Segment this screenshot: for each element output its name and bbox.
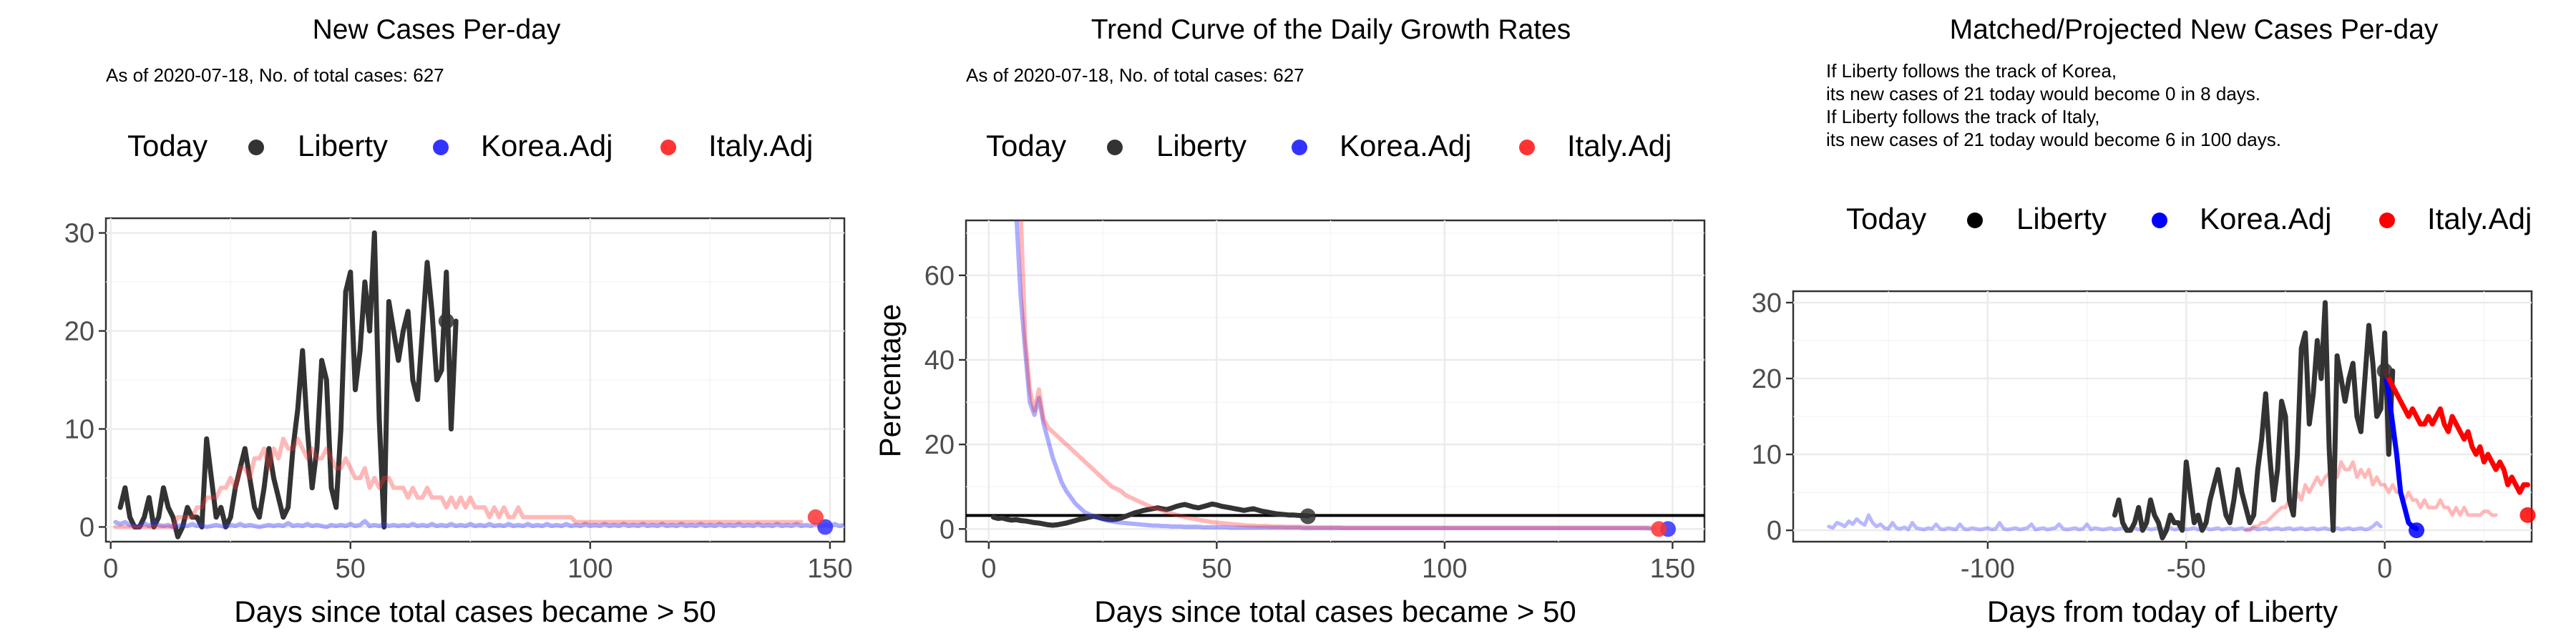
legend-label-korea: Korea.Adj [2200,202,2331,235]
y-tick-label: 10 [1752,440,1782,470]
legend-key-korea [2152,213,2167,228]
x-tick-label: 50 [1201,554,1231,584]
legend-key-liberty [1107,140,1123,155]
y-tick-label: 20 [64,317,94,347]
legend-key-italy [660,140,676,155]
series-line-italy-adj-italy [1018,220,1657,530]
subtitle-line: If Liberty follows the track of Korea, [1826,60,2117,82]
legend-label-italy: Italy.Adj [708,129,813,162]
legend: Today Liberty Korea.Adj Italy.Adj [1846,202,2532,235]
y-tick-label: 20 [1752,364,1782,394]
chart-title: Matched/Projected New Cases Per-day [1950,14,2439,45]
chart-subtitle: As of 2020-07-18, No. of total cases: 62… [106,64,444,86]
x-tick-label: 150 [807,554,852,584]
legend-label-italy: Italy.Adj [1567,129,1672,162]
y-tick-label: 40 [924,346,955,376]
legend-label-korea: Korea.Adj [1340,129,1471,162]
chart-daily-growth-rates: Trend Curve of the Daily Growth Rates As… [873,14,1706,628]
y-tick-label: 10 [64,414,94,444]
x-tick-label: 0 [103,554,118,584]
x-axis-label: Days from today of Liberty [1987,595,2338,628]
today-marker-korea-adj [817,519,834,535]
x-tick-label: -100 [1961,554,2015,584]
marker-layer [1299,508,1677,537]
series-layer [1827,300,2530,541]
y-tick-label: 20 [924,430,955,460]
legend-label-liberty: Liberty [1156,129,1246,162]
legend: Today Liberty Korea.Adj Italy.Adj [986,129,1672,162]
series-layer [966,220,1704,531]
series-line-liberty-liberty [990,501,1311,528]
series-line-italy-adj-italy-faded [2244,460,2498,532]
grid [106,218,844,542]
legend-key-korea [1292,140,1307,155]
marker-layer [2376,363,2536,539]
legend-key-liberty [1967,213,1983,228]
series-line-liberty-liberty [2112,300,2396,541]
y-tick-label: 30 [1752,288,1782,318]
x-tick-label: -50 [2167,554,2206,584]
chart-matched-projected-cases: Matched/Projected New Cases Per-day If L… [1752,14,2536,628]
legend-title: Today [1846,202,1926,235]
series-line-korea-adj-korea [1014,220,1652,531]
chart-title: New Cases Per-day [313,14,561,45]
y-tick-label: 0 [940,514,955,545]
subtitle-line: If Liberty follows the track of Italy, [1826,106,2099,127]
plot-panel [965,219,1706,543]
x-tick-label: 100 [567,554,613,584]
chart-subtitle: As of 2020-07-18, No. of total cases: 62… [966,64,1304,86]
x-tick-label: 100 [1422,554,1467,584]
legend-key-italy [1519,140,1535,155]
x-axis-label: Days since total cases became > 50 [234,595,716,628]
y-axis-label: Percentage [873,304,907,458]
series-line-liberty-liberty [117,230,459,540]
x-tick-label: 0 [2377,554,2392,584]
tick-layer: 0 50 100 150 0 20 40 60 [924,261,1695,584]
legend-key-liberty [248,140,264,155]
subtitle-line: its new cases of 21 today would become 0… [1826,83,2260,104]
legend-label-liberty: Liberty [2016,202,2107,235]
tick-layer: 0 50 100 150 0 10 20 30 [64,219,853,584]
today-marker-italy-adj [1651,521,1667,537]
y-tick-label: 0 [1767,516,1782,546]
chart-subtitle: If Liberty follows the track of Korea, i… [1826,60,2281,150]
legend: Today Liberty Korea.Adj Italy.Adj [127,129,813,162]
x-axis-label: Days since total cases became > 50 [1094,595,1576,628]
legend-title: Today [127,129,208,162]
series-layer [113,230,844,540]
legend-label-liberty: Liberty [298,129,388,162]
series-line-italy-adj-italy [113,436,804,530]
legend-title: Today [986,129,1066,162]
today-marker-liberty [1299,508,1316,525]
legend-key-korea [433,140,449,155]
y-tick-label: 60 [924,261,955,291]
y-tick-label: 0 [79,512,94,542]
today-marker-korea-adj [2409,522,2425,539]
y-tick-label: 30 [64,219,94,249]
chart-new-cases-per-day: New Cases Per-day As of 2020-07-18, No. … [64,14,853,628]
x-tick-label: 50 [336,554,366,584]
legend-label-italy: Italy.Adj [2427,202,2532,235]
chart-title: Trend Curve of the Daily Growth Rates [1091,14,1571,45]
legend-label-korea: Korea.Adj [481,129,613,162]
legend-key-italy [2379,213,2395,228]
today-marker-italy-adj [2519,507,2536,523]
subtitle-line: its new cases of 21 today would become 6… [1826,129,2281,150]
tick-layer: -100 -50 0 0 10 20 30 [1752,288,2393,584]
x-tick-label: 150 [1650,554,1695,584]
series-line-italy-adj-italy-projected [2382,368,2530,495]
series-line-korea-adj-korea [113,519,844,530]
today-marker-liberty [2376,363,2393,379]
today-marker-liberty [438,313,454,329]
x-tick-label: 0 [981,554,996,584]
series-line-korea-adj-korea-faded [1827,513,2383,532]
marker-layer [438,313,834,535]
today-marker-italy-adj [807,509,824,525]
grid [966,220,1704,542]
